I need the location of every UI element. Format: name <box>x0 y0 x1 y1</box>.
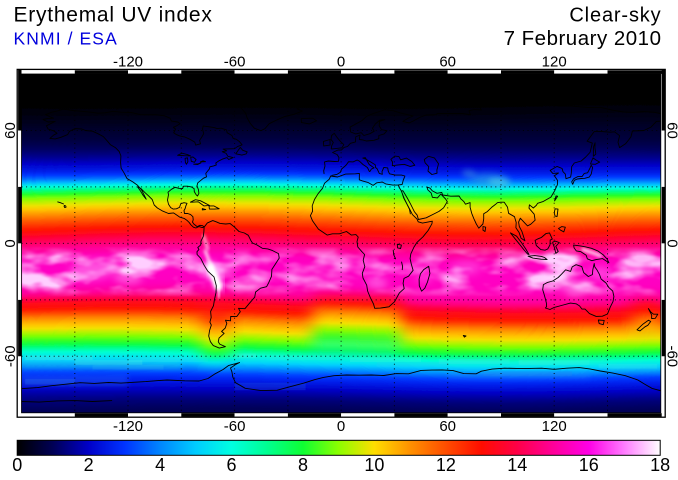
svg-text:-120: -120 <box>113 418 143 435</box>
svg-text:60: 60 <box>439 54 456 71</box>
svg-text:60: 60 <box>439 418 456 435</box>
svg-text:4: 4 <box>155 455 165 475</box>
svg-text:60: 60 <box>2 122 19 139</box>
svg-text:12: 12 <box>436 455 456 475</box>
svg-text:KNMI / ESA: KNMI / ESA <box>14 29 118 49</box>
svg-text:6: 6 <box>226 455 236 475</box>
svg-text:-60: -60 <box>224 54 246 71</box>
svg-text:16: 16 <box>579 455 599 475</box>
svg-text:18: 18 <box>650 455 670 475</box>
svg-text:10: 10 <box>364 455 384 475</box>
svg-text:-60: -60 <box>2 345 19 367</box>
svg-text:0: 0 <box>12 455 22 475</box>
svg-text:120: 120 <box>542 54 567 71</box>
svg-text:2: 2 <box>84 455 94 475</box>
svg-text:8: 8 <box>298 455 308 475</box>
svg-text:0: 0 <box>337 418 345 435</box>
svg-text:120: 120 <box>542 418 567 435</box>
svg-text:-60: -60 <box>664 345 678 367</box>
svg-text:60: 60 <box>664 122 678 139</box>
svg-text:0: 0 <box>337 54 345 71</box>
svg-text:0: 0 <box>664 239 678 247</box>
svg-text:-120: -120 <box>113 54 143 71</box>
svg-text:Erythemal UV index: Erythemal UV index <box>14 4 213 27</box>
svg-text:0: 0 <box>2 239 19 247</box>
svg-text:Clear-sky: Clear-sky <box>569 5 661 27</box>
svg-text:14: 14 <box>507 455 527 475</box>
svg-text:-60: -60 <box>224 418 246 435</box>
svg-text:7 February 2010: 7 February 2010 <box>504 27 662 50</box>
